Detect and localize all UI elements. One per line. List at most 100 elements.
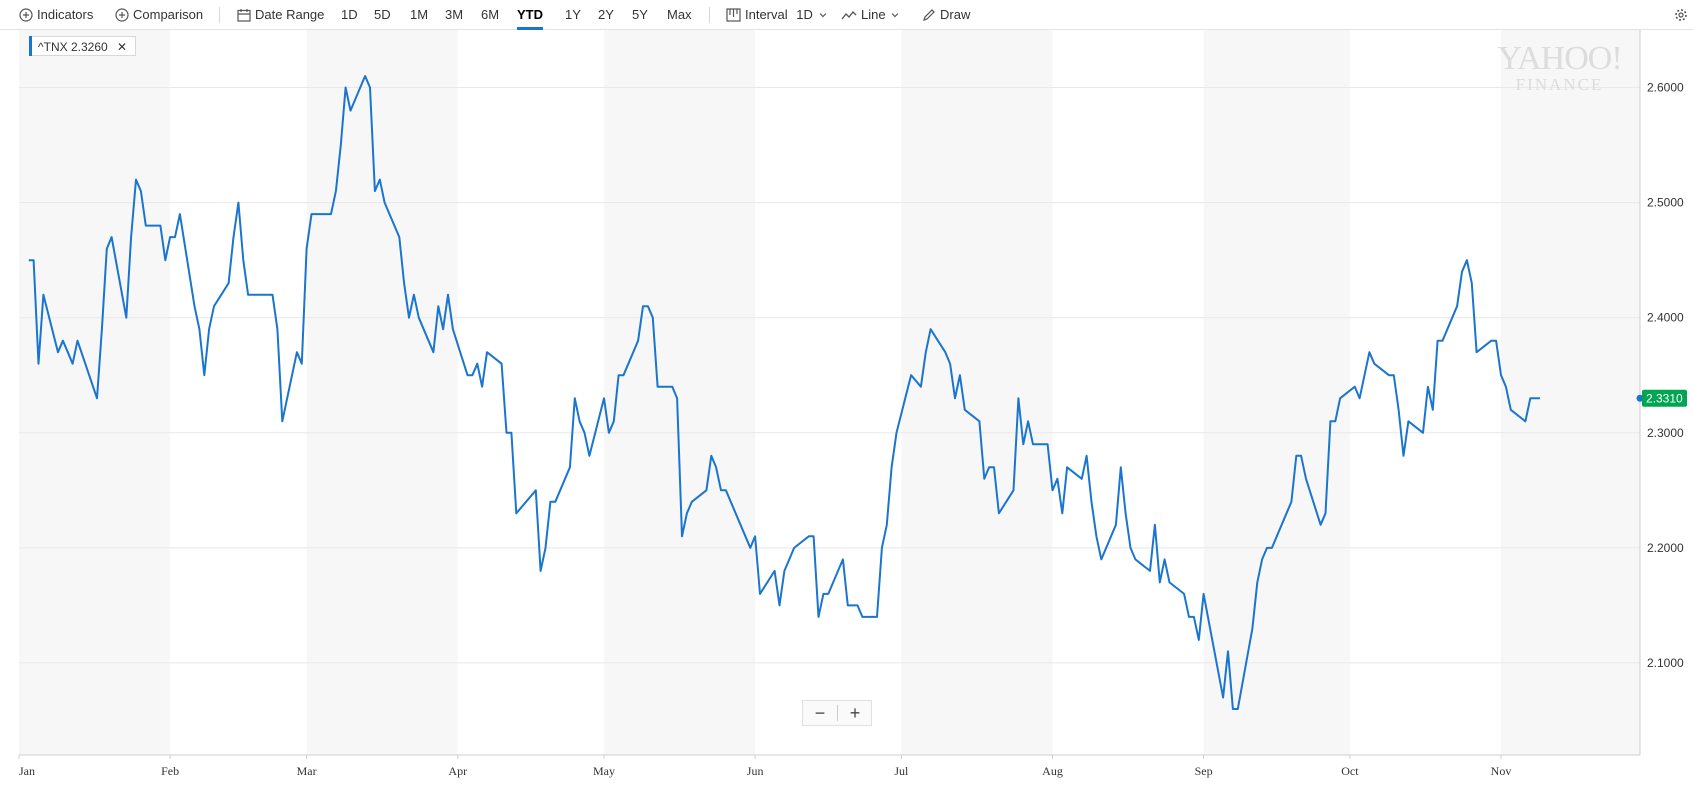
data-point — [579, 420, 581, 422]
toolbar-divider — [709, 7, 710, 23]
data-point — [432, 351, 434, 353]
data-point — [1295, 455, 1297, 457]
x-tick-label: Oct — [1341, 764, 1359, 778]
data-point — [1320, 524, 1322, 526]
data-point — [1442, 340, 1444, 342]
data-point — [725, 489, 727, 491]
data-point — [1066, 466, 1068, 468]
range-1m[interactable]: 1M — [410, 7, 429, 22]
data-point — [759, 593, 761, 595]
range-ytd[interactable]: YTD — [517, 5, 543, 30]
data-point — [1300, 455, 1302, 457]
data-point — [540, 570, 542, 572]
data-point — [179, 213, 181, 215]
yahoo-finance-watermark: YAHOO! FINANCE — [1492, 42, 1627, 94]
data-point — [203, 374, 205, 376]
data-point — [1115, 524, 1117, 526]
data-point — [584, 432, 586, 434]
data-point — [1290, 501, 1292, 503]
range-6m[interactable]: 6M — [481, 7, 500, 22]
data-point — [1476, 351, 1478, 353]
data-point — [710, 455, 712, 457]
data-point — [857, 604, 859, 606]
data-point — [96, 397, 98, 399]
data-point — [1193, 616, 1195, 618]
data-point — [588, 455, 590, 457]
data-point — [1339, 397, 1341, 399]
data-point — [1056, 478, 1058, 480]
date-range-button[interactable]: Date Range — [237, 5, 324, 25]
data-point — [1393, 374, 1395, 376]
pencil-icon — [923, 9, 935, 21]
data-point — [208, 328, 210, 330]
data-point — [964, 409, 966, 411]
data-point — [1427, 386, 1429, 388]
data-point — [910, 374, 912, 376]
data-point — [1261, 558, 1263, 560]
range-2y[interactable]: 2Y — [598, 7, 614, 22]
symbol-legend-chip[interactable]: ^TNX 2.3260 ✕ — [29, 36, 137, 56]
data-point — [403, 282, 405, 284]
zoom-in-button[interactable]: + — [849, 703, 861, 723]
data-point — [340, 144, 342, 146]
line-chart-icon — [841, 11, 857, 20]
data-point — [637, 340, 639, 342]
data-point — [364, 75, 366, 77]
data-point — [1154, 524, 1156, 526]
data-point — [1524, 420, 1526, 422]
data-point — [1437, 340, 1439, 342]
x-tick-label: May — [593, 764, 615, 778]
data-point — [1052, 489, 1054, 491]
data-point — [1232, 708, 1234, 710]
range-5d[interactable]: 5D — [374, 7, 391, 22]
data-point — [749, 547, 751, 549]
range-3m[interactable]: 3M — [445, 7, 464, 22]
price-chart[interactable]: 2.1000 2.2000 2.3000 2.4000 2.5000 2.6000 Jan… — [0, 30, 1693, 788]
settings-button[interactable] — [1674, 5, 1692, 25]
x-tick-label: Mar — [297, 764, 317, 778]
data-point — [62, 340, 64, 342]
data-point — [506, 432, 508, 434]
data-point — [676, 397, 678, 399]
close-icon[interactable]: ✕ — [117, 40, 128, 54]
indicators-label: Indicators — [37, 7, 94, 22]
data-point — [447, 294, 449, 296]
chip-symbol: ^TNX — [38, 40, 68, 54]
data-point — [398, 236, 400, 238]
data-point — [1120, 466, 1122, 468]
range-5y[interactable]: 5Y — [632, 7, 648, 22]
data-point — [345, 87, 347, 89]
y-tick-label: 2.2000 — [1647, 541, 1684, 555]
indicators-button[interactable]: Indicators — [19, 5, 93, 25]
comparison-button[interactable]: Comparison — [115, 5, 203, 25]
data-point — [861, 616, 863, 618]
data-point — [925, 351, 927, 353]
range-1y[interactable]: 1Y — [565, 7, 581, 22]
data-point — [296, 351, 298, 353]
data-point — [111, 236, 113, 238]
month-band — [604, 30, 756, 755]
data-point — [896, 432, 898, 434]
y-tick-label: 2.3000 — [1647, 426, 1684, 440]
range-max[interactable]: Max — [667, 7, 692, 22]
x-tick-label: Nov — [1491, 764, 1512, 778]
data-point — [125, 317, 127, 319]
interval-dropdown[interactable]: Interval 1D — [726, 5, 831, 25]
draw-button[interactable]: Draw — [922, 5, 970, 25]
data-point — [959, 374, 961, 376]
last-price-tag: 2.3310 — [1636, 389, 1687, 407]
data-point — [642, 305, 644, 307]
data-point — [1125, 512, 1127, 514]
data-point — [1237, 708, 1239, 710]
data-point — [1251, 627, 1253, 629]
interval-value: 1D — [796, 7, 813, 22]
data-point — [38, 363, 40, 365]
chart-type-dropdown[interactable]: Line — [841, 5, 903, 25]
data-point — [77, 340, 79, 342]
zoom-out-button[interactable]: − — [814, 703, 826, 723]
data-point — [988, 466, 990, 468]
range-1d[interactable]: 1D — [341, 7, 358, 22]
data-point — [608, 432, 610, 434]
zoom-divider — [837, 705, 838, 721]
data-point — [267, 294, 269, 296]
